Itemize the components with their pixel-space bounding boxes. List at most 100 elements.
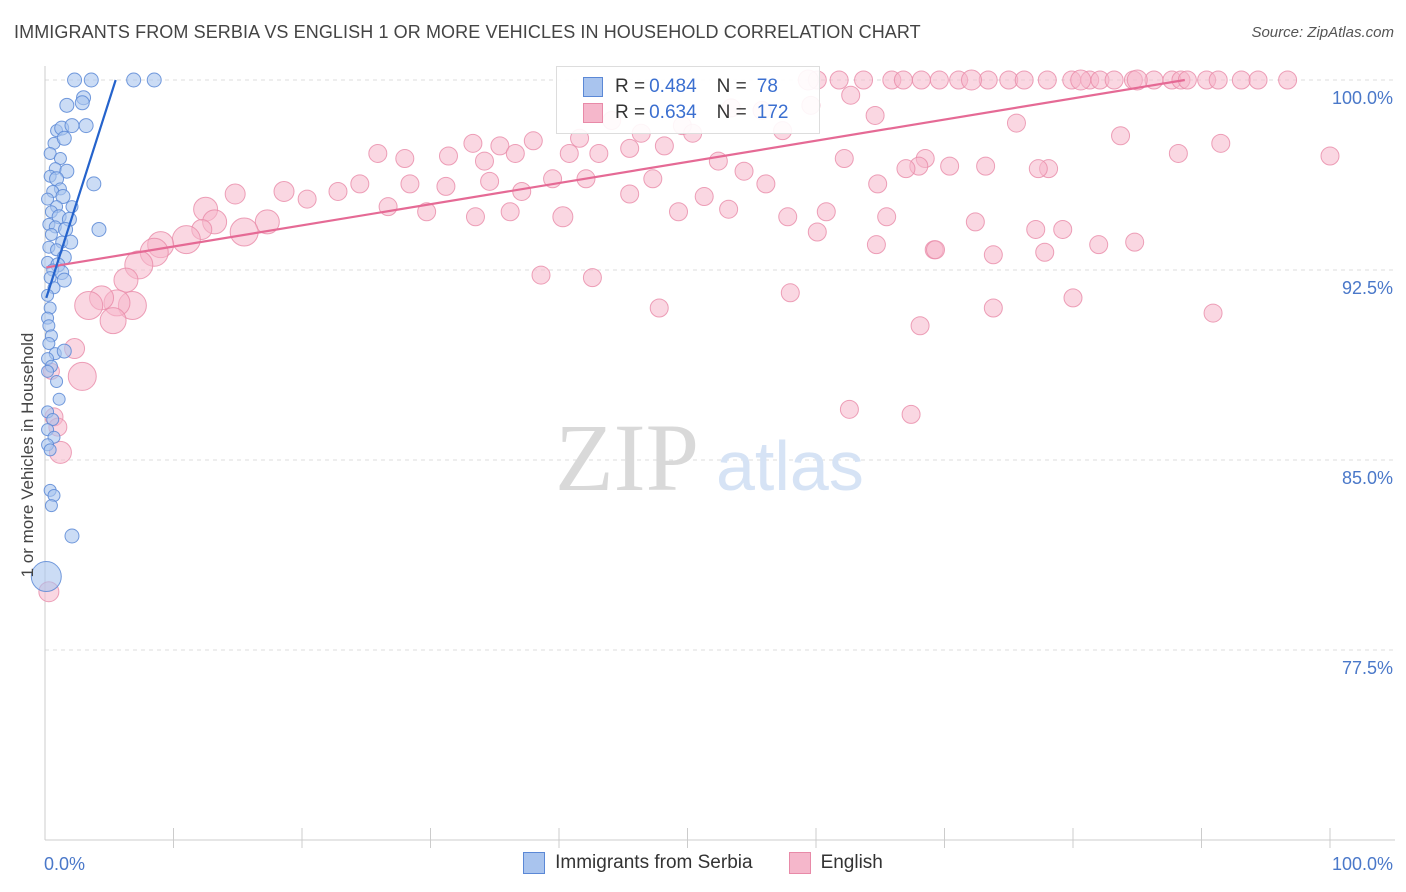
english-point bbox=[224, 183, 246, 205]
english-point bbox=[1111, 126, 1131, 146]
english-point bbox=[297, 189, 317, 209]
english-point bbox=[505, 143, 525, 163]
english-point bbox=[400, 174, 420, 194]
english-point bbox=[1320, 146, 1340, 166]
english-point bbox=[910, 316, 930, 336]
english-point bbox=[816, 202, 836, 222]
english-point bbox=[589, 143, 609, 163]
english-point bbox=[395, 149, 415, 169]
english-point bbox=[1125, 232, 1145, 252]
english-points bbox=[38, 69, 1340, 603]
english-point bbox=[620, 138, 640, 158]
serbia-point bbox=[44, 228, 58, 242]
serbia-point bbox=[83, 72, 99, 88]
english-point bbox=[1278, 70, 1298, 90]
english-point bbox=[465, 207, 485, 227]
y-tick-label: 92.5% bbox=[1342, 278, 1393, 298]
chart-title: IMMIGRANTS FROM SERBIA VS ENGLISH 1 OR M… bbox=[14, 22, 921, 42]
source-credit: Source: ZipAtlas.com bbox=[1251, 24, 1394, 41]
english-point bbox=[531, 265, 551, 285]
english-point bbox=[834, 149, 854, 169]
english-point bbox=[368, 143, 388, 163]
serbia-point bbox=[55, 189, 71, 205]
english-point bbox=[552, 206, 574, 228]
legend-row-serbia: R = 0.484 N = 78 bbox=[583, 75, 778, 99]
tick-labels: 100.0% 92.5% 85.0% 77.5% 0.0% 100.0% bbox=[44, 88, 1393, 874]
serbia-points bbox=[30, 72, 162, 593]
english-point bbox=[254, 209, 280, 235]
legend-stats: R = 0.484 N = 78 R = 0.634 N = 172 bbox=[556, 66, 820, 134]
serbia-point bbox=[146, 72, 162, 88]
serbia-n-value: 78 bbox=[756, 76, 778, 97]
english-point bbox=[512, 181, 532, 201]
serbia-point bbox=[44, 499, 58, 513]
serbia-point bbox=[53, 152, 67, 166]
english-point bbox=[694, 187, 714, 207]
english-point bbox=[866, 235, 886, 255]
serbia-point bbox=[43, 443, 57, 457]
serbia-r-value: 0.484 bbox=[649, 76, 697, 97]
english-point bbox=[983, 245, 1003, 265]
english-point bbox=[865, 105, 885, 125]
english-point bbox=[965, 212, 985, 232]
english-point bbox=[929, 70, 949, 90]
english-point bbox=[669, 202, 689, 222]
english-r-value: 0.634 bbox=[649, 102, 697, 123]
english-point bbox=[940, 156, 960, 176]
serbia-point bbox=[43, 146, 57, 160]
serbia-point bbox=[74, 95, 90, 111]
serbia-point bbox=[56, 343, 72, 359]
n-label: N = bbox=[716, 102, 747, 123]
english-point bbox=[896, 159, 916, 179]
english-point bbox=[523, 131, 543, 151]
english-point bbox=[500, 202, 520, 222]
x-tick-label: 0.0% bbox=[44, 854, 85, 874]
serbia-point bbox=[41, 364, 55, 378]
serbia-point bbox=[52, 392, 66, 406]
legend-item-english[interactable]: English bbox=[788, 852, 883, 874]
serbia-point bbox=[56, 272, 72, 288]
serbia-legend-swatch bbox=[523, 852, 546, 874]
english-n-value: 172 bbox=[756, 102, 789, 123]
english-legend-label: English bbox=[820, 852, 883, 873]
english-point bbox=[463, 133, 483, 153]
serbia-legend-label: Immigrants from Serbia bbox=[555, 852, 753, 873]
english-point bbox=[438, 146, 458, 166]
english-swatch bbox=[583, 103, 603, 123]
series-legend: Immigrants from Serbia English bbox=[0, 852, 1406, 874]
english-point bbox=[1126, 69, 1148, 91]
english-point bbox=[1208, 70, 1228, 90]
english-point bbox=[1063, 288, 1083, 308]
english-point bbox=[807, 222, 827, 242]
serbia-point bbox=[64, 528, 80, 544]
r-label: R = bbox=[615, 76, 646, 97]
english-point bbox=[654, 136, 674, 156]
serbia-point bbox=[64, 118, 80, 134]
watermark-zip: ZIP bbox=[555, 404, 699, 511]
serbia-point bbox=[67, 72, 83, 88]
english-trend-line bbox=[46, 78, 1185, 269]
english-point bbox=[829, 70, 849, 90]
english-point bbox=[350, 174, 370, 194]
english-point bbox=[868, 174, 888, 194]
english-point bbox=[1006, 113, 1026, 133]
english-point bbox=[480, 171, 500, 191]
watermark-atlas: atlas bbox=[716, 427, 864, 505]
serbia-point bbox=[30, 561, 62, 593]
serbia-point bbox=[126, 72, 142, 88]
english-point bbox=[620, 184, 640, 204]
english-point bbox=[877, 207, 897, 227]
english-point bbox=[643, 169, 663, 189]
english-point bbox=[1089, 235, 1109, 255]
english-point bbox=[901, 404, 921, 424]
n-label: N = bbox=[716, 76, 747, 97]
serbia-trend-line bbox=[45, 79, 117, 299]
legend-item-serbia[interactable]: Immigrants from Serbia bbox=[523, 852, 753, 874]
serbia-point bbox=[50, 374, 64, 388]
english-point bbox=[778, 207, 798, 227]
english-point bbox=[99, 307, 127, 335]
english-point bbox=[911, 70, 931, 90]
english-point bbox=[113, 267, 139, 293]
english-point bbox=[926, 240, 946, 260]
english-point bbox=[74, 290, 104, 320]
